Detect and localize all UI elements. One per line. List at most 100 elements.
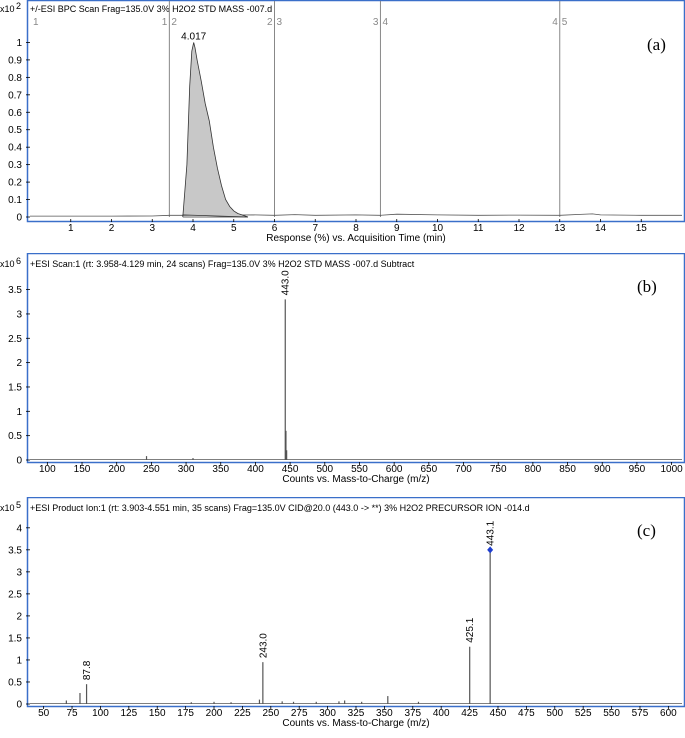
x-tick-label: 250 [143,464,160,475]
chromatogram-baseline [30,213,682,217]
x-tick-label: 10 [432,223,444,234]
product-ion-panel-c: +ESI Product Ion:1 (rt: 3.903-4.551 min,… [0,496,685,733]
y-axis-multiplier: x10 [0,4,15,14]
y-axis-multiplier: x10 [0,259,15,269]
x-tick-label: 650 [420,464,437,475]
y-tick-label: 1 [16,38,22,49]
x-tick-label: 9 [394,223,400,234]
x-tick-label: 275 [291,708,308,719]
y-tick-label: 1.5 [8,382,22,393]
x-tick-label: 2 [109,223,115,234]
panel-label: (c) [637,521,656,540]
chart-title: +/-ESI BPC Scan Frag=135.0V 3% H2O2 STD … [30,4,272,14]
y-axis-multiplier: x10 [0,503,15,513]
x-tick-label: 175 [177,708,194,719]
segment-label: 1 [33,17,39,28]
y-tick-label: 1 [16,407,22,418]
peak-label: 243.0 [258,633,269,658]
y-tick-label: 0.9 [8,55,22,66]
x-tick-label: 12 [513,223,525,234]
panel-label: (a) [647,35,666,54]
x-tick-label: 4 [190,223,196,234]
x-tick-label: 475 [518,708,535,719]
y-tick-label: 2 [16,611,22,622]
segment-label: 5 [562,17,568,28]
y-tick-label: 3.5 [8,545,22,556]
y-tick-label: 3 [16,309,22,320]
peak-label: 443.1 [486,520,497,545]
y-tick-label: 0.8 [8,73,22,84]
x-tick-label: 450 [490,708,507,719]
x-tick-label: 425 [461,708,478,719]
y-tick-label: 2.5 [8,334,22,345]
y-tick-label: 0.6 [8,108,22,119]
x-tick-label: 6 [272,223,278,234]
y-tick-label: 0.3 [8,160,22,171]
x-axis-label: Counts vs. Mass-to-Charge (m/z) [282,474,429,485]
y-tick-label: 0 [16,213,22,224]
x-tick-label: 150 [74,464,91,475]
x-tick-label: 450 [282,464,299,475]
y-tick-label: 3.5 [8,285,22,296]
x-tick-label: 14 [595,223,607,234]
y-axis-exponent: 2 [16,1,21,11]
x-tick-label: 500 [546,708,563,719]
y-axis-exponent: 6 [16,256,21,266]
x-tick-label: 750 [490,464,507,475]
x-tick-label: 13 [554,223,566,234]
y-axis-exponent: 5 [16,500,21,510]
panel-label: (b) [637,277,657,296]
peak-label: 87.8 [82,660,93,680]
y-tick-label: 3 [16,567,22,578]
segment-label: 4 [552,17,558,28]
segment-label: 3 [277,17,283,28]
x-tick-label: 150 [149,708,166,719]
x-tick-label: 300 [178,464,195,475]
x-tick-label: 600 [660,708,677,719]
plot-frame [26,496,685,708]
y-tick-label: 0 [16,456,22,467]
chromatogram-panel-a: +/-ESI BPC Scan Frag=135.0V 3% H2O2 STD … [0,0,685,247]
x-tick-label: 600 [386,464,403,475]
chromatogram-chart: +/-ESI BPC Scan Frag=135.0V 3% H2O2 STD … [0,0,685,244]
peak-label: 4.017 [181,31,206,42]
x-tick-label: 11 [473,223,484,234]
x-tick-label: 225 [234,708,251,719]
integrated-peak-area [182,42,249,218]
x-tick-label: 375 [404,708,421,719]
segment-label: 3 [373,17,379,28]
y-tick-label: 4 [16,523,22,534]
x-tick-label: 550 [603,708,620,719]
y-tick-label: 0.5 [8,125,22,136]
x-tick-label: 75 [66,708,78,719]
chart-title: +ESI Product Ion:1 (rt: 3.903-4.551 min,… [30,503,530,513]
x-tick-label: 350 [212,464,229,475]
y-tick-label: 2.5 [8,589,22,600]
x-tick-label: 900 [594,464,611,475]
x-tick-label: 325 [348,708,365,719]
precursor-ion-marker [487,546,494,554]
mass-spectrum-chart: +ESI Scan:1 (rt: 3.958-4.129 min, 24 sca… [0,252,685,485]
x-tick-label: 525 [575,708,592,719]
x-tick-label: 15 [636,223,648,234]
x-tick-label: 550 [351,464,368,475]
x-tick-label: 50 [38,708,50,719]
x-tick-label: 100 [39,464,56,475]
x-tick-label: 1000 [660,464,683,475]
chart-title: +ESI Scan:1 (rt: 3.958-4.129 min, 24 sca… [30,259,415,269]
x-tick-label: 100 [92,708,109,719]
y-tick-label: 0.5 [8,677,22,688]
y-tick-label: 0.4 [8,143,22,154]
x-tick-label: 400 [247,464,264,475]
x-tick-label: 3 [149,223,155,234]
y-tick-label: 2 [16,358,22,369]
mass-spectrum-panel-b: +ESI Scan:1 (rt: 3.958-4.129 min, 24 sca… [0,252,685,491]
x-tick-label: 200 [206,708,223,719]
x-tick-label: 950 [629,464,646,475]
x-axis-label: Counts vs. Mass-to-Charge (m/z) [282,718,429,729]
y-tick-label: 0.5 [8,431,22,442]
x-tick-label: 5 [231,223,237,234]
x-tick-label: 200 [108,464,125,475]
x-tick-label: 1 [68,223,74,234]
x-tick-label: 7 [312,223,318,234]
